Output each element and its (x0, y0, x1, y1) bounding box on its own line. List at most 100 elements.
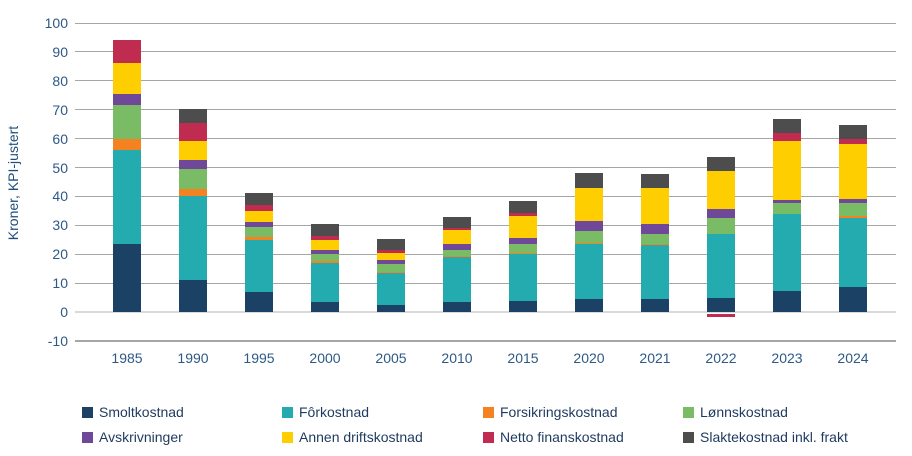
legend-swatch-forsikringskostnad (483, 406, 494, 418)
x-tick-label-2000: 2000 (309, 350, 341, 366)
x-tick-label-1990: 1990 (177, 350, 209, 366)
bar-2010-l-nnskostnad (443, 249, 471, 256)
bar-1985-l-nnskostnad (113, 105, 141, 139)
legend-item-forsikringskostnad: Forsikringskostnad (483, 404, 618, 420)
y-tick-label-70: 70 (52, 101, 68, 118)
bar-1995-l-nnskostnad (245, 226, 273, 237)
bar-2020-avskrivninger (575, 220, 603, 232)
bar-2010-f-rkostnad (443, 257, 471, 302)
x-tick-label-2015: 2015 (507, 350, 539, 366)
bar-2020-slaktekostnad-inkl-frakt (575, 173, 603, 188)
legend-swatch-f-rkostnad (282, 406, 293, 418)
legend-label-netto-finanskostnad: Netto finanskostnad (500, 429, 624, 445)
bar-2021-slaktekostnad-inkl-frakt (641, 174, 669, 189)
bar-2021-avskrivninger (641, 223, 669, 234)
legend-swatch-l-nnskostnad (683, 406, 694, 418)
bar-2000-smoltkostnad (311, 301, 339, 312)
bar-1990-smoltkostnad (179, 280, 207, 312)
bar-2005-l-nnskostnad (377, 264, 405, 272)
bar-2005-f-rkostnad (377, 273, 405, 305)
bar-2020-l-nnskostnad (575, 231, 603, 243)
bar-2010-netto-finanskostnad (443, 227, 471, 230)
y-tick-label--10: -10 (47, 332, 68, 349)
bar-2021-forsikringskostnad (641, 244, 669, 246)
bar-2000-slaktekostnad-inkl-frakt (311, 223, 339, 237)
bar-2005-smoltkostnad (377, 304, 405, 312)
y-tick-label-0: 0 (60, 304, 68, 320)
y-tick-label-30: 30 (52, 217, 68, 234)
bar-2022-l-nnskostnad (707, 218, 735, 234)
bar-1985-annen-driftskostnad (113, 63, 141, 94)
bar-2024-forsikringskostnad (839, 216, 867, 219)
x-tick-label-2020: 2020 (573, 350, 605, 366)
gridline-y-10 (75, 339, 896, 342)
bar-1985-netto-finanskostnad (113, 40, 141, 64)
bar-2015-smoltkostnad (509, 301, 537, 312)
bar-2021-f-rkostnad (641, 245, 669, 299)
y-tick-label-100: 100 (44, 15, 68, 31)
bar-2023-netto-finanskostnad (773, 132, 801, 141)
x-tick-label-2024: 2024 (837, 350, 869, 366)
bar-1995-forsikringskostnad (245, 236, 273, 240)
bar-1990-slaktekostnad-inkl-frakt (179, 108, 207, 123)
bar-2015-forsikringskostnad (509, 252, 537, 255)
bar-2015-avskrivninger (509, 237, 537, 245)
legend-label-avskrivninger: Avskrivninger (99, 429, 183, 445)
bar-2020-annen-driftskostnad (575, 187, 603, 221)
bar-2005-avskrivninger (377, 259, 405, 264)
bar-2023-f-rkostnad (773, 213, 801, 292)
bar-1990-annen-driftskostnad (179, 141, 207, 161)
bar-2023-smoltkostnad (773, 291, 801, 312)
bar-2023-avskrivninger (773, 200, 801, 204)
legend-label-forsikringskostnad: Forsikringskostnad (500, 404, 618, 420)
legend-label-annen-driftskostnad: Annen driftskostnad (299, 429, 423, 445)
bar-2021-smoltkostnad (641, 298, 669, 312)
bar-1995-smoltkostnad (245, 291, 273, 312)
x-tick-label-2023: 2023 (771, 350, 803, 366)
bar-2024-l-nnskostnad (839, 202, 867, 217)
legend-item-f-rkostnad: Fôrkostnad (282, 404, 369, 420)
gridline-y80 (75, 80, 896, 82)
bar-1985-smoltkostnad (113, 244, 141, 312)
bar-1990-forsikringskostnad (179, 188, 207, 197)
bar-2024-slaktekostnad-inkl-frakt (839, 125, 867, 140)
legend-swatch-slaktekostnad-inkl-frakt (683, 431, 694, 443)
legend-item-avskrivninger: Avskrivninger (82, 429, 183, 445)
y-tick-label-60: 60 (52, 130, 68, 147)
bar-1985-f-rkostnad (113, 150, 141, 245)
bar-1995-f-rkostnad (245, 239, 273, 292)
bar-2005-forsikringskostnad (377, 271, 405, 274)
gridline-y50 (75, 167, 896, 168)
bar-2000-netto-finanskostnad (311, 236, 339, 241)
legend-item-smoltkostnad: Smoltkostnad (82, 404, 184, 420)
bar-1990-netto-finanskostnad (179, 122, 207, 142)
gridline-y30 (75, 224, 896, 226)
bar-1995-annen-driftskostnad (245, 210, 273, 223)
bar-2020-forsikringskostnad (575, 242, 603, 245)
bar-2022-f-rkostnad (707, 233, 735, 298)
bar-2000-forsikringskostnad (311, 260, 339, 264)
bar-2021-annen-driftskostnad (641, 188, 669, 224)
bar-2015-netto-finanskostnad (509, 213, 537, 216)
bar-2022-annen-driftskostnad (707, 170, 735, 209)
legend-swatch-avskrivninger (82, 431, 93, 443)
x-tick-label-1995: 1995 (243, 350, 275, 366)
bar-2005-slaktekostnad-inkl-frakt (377, 238, 405, 250)
bar-2010-slaktekostnad-inkl-frakt (443, 216, 471, 228)
bar-2015-slaktekostnad-inkl-frakt (509, 201, 537, 214)
gridline-y20 (75, 253, 896, 255)
bar-2010-annen-driftskostnad (443, 229, 471, 245)
x-axis-line (75, 311, 896, 313)
gridline-y60 (75, 138, 896, 140)
gridline-y10 (75, 282, 896, 284)
x-tick-label-1985: 1985 (111, 350, 143, 366)
bar-1990-l-nnskostnad (179, 168, 207, 189)
bar-2000-l-nnskostnad (311, 254, 339, 261)
bar-2023-slaktekostnad-inkl-frakt (773, 119, 801, 133)
bar-2010-avskrivninger (443, 244, 471, 250)
bar-2005-netto-finanskostnad (377, 249, 405, 253)
legend-swatch-annen-driftskostnad (282, 431, 293, 443)
bar-2020-smoltkostnad (575, 298, 603, 312)
